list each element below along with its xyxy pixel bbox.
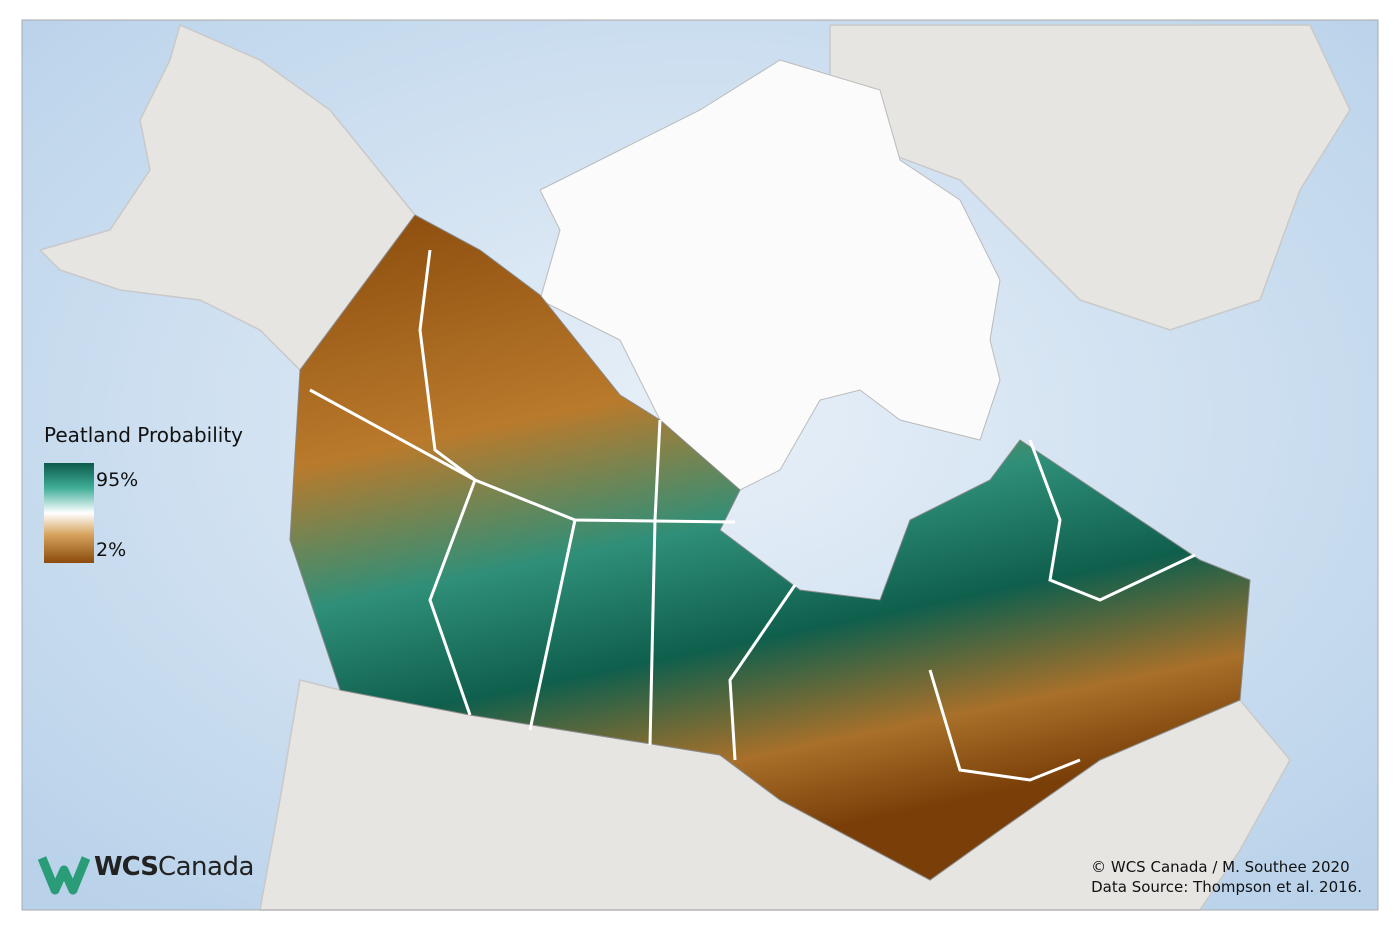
legend-label: 2%: [96, 539, 127, 561]
border: [528, 519, 577, 731]
logo-canada: Canada: [157, 852, 254, 882]
legend-gradient: [44, 463, 94, 563]
arctic-islands: [539, 59, 1001, 491]
border: [428, 479, 477, 716]
alaska: [38, 23, 416, 372]
frame-border: [21, 19, 1379, 911]
border: [728, 584, 797, 761]
logo: WCS Canada: [40, 852, 254, 882]
credit-line: Data Source: Thompson et al. 2016.: [1091, 878, 1362, 896]
legend-title: Peatland Probability: [44, 423, 244, 447]
border: [648, 419, 662, 746]
logo-mark: [37, 856, 91, 895]
legend-label: 95%: [96, 469, 139, 491]
logo-mark: [37, 856, 91, 895]
borders: [309, 249, 1196, 782]
credit-line: © WCS Canada / M. Southee 2020: [1091, 858, 1350, 876]
logo-wcs: WCS: [94, 852, 159, 882]
credits: © WCS Canada / M. Southee 2020 Data Sour…: [1091, 857, 1362, 897]
border: [1028, 439, 1196, 602]
border: [928, 669, 1081, 782]
border: [418, 249, 476, 482]
